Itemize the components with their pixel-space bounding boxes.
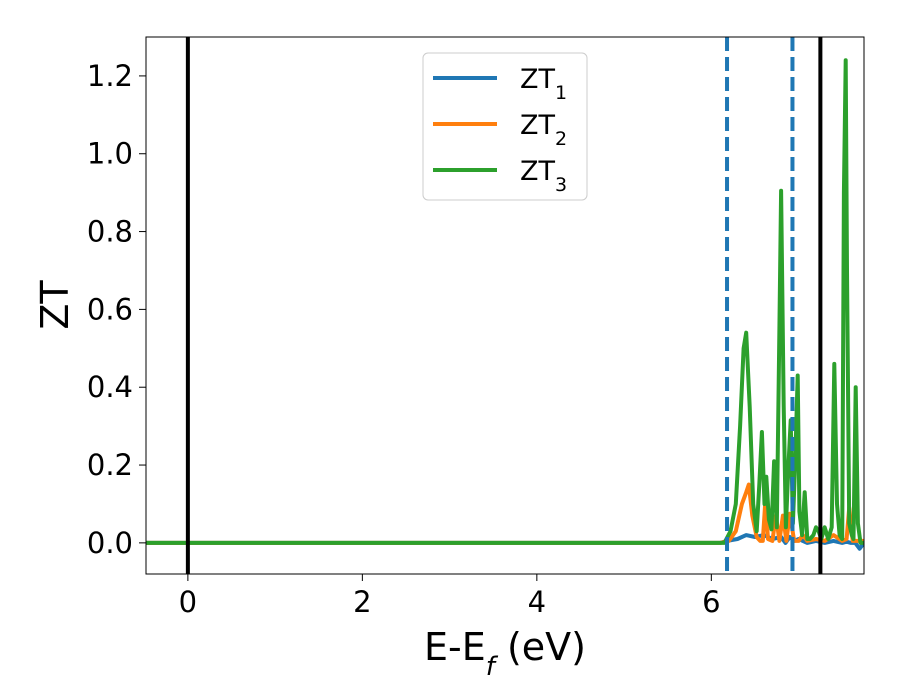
x-axis-label: E-Ef (eV) xyxy=(424,625,586,682)
series-line-zt2 xyxy=(146,482,864,545)
legend-box xyxy=(422,52,588,201)
x-tick-label: 0 xyxy=(179,585,197,619)
x-axis: 0 2 4 6 xyxy=(179,574,721,619)
y-axis: 0.0 0.2 0.4 0.6 0.8 1.0 1.2 xyxy=(87,59,146,560)
y-tick-label: 0.4 xyxy=(87,370,133,404)
x-tick-label: 6 xyxy=(702,585,720,619)
y-tick-label: 0.0 xyxy=(87,526,133,560)
plot-area xyxy=(146,37,864,574)
y-tick-label: 1.0 xyxy=(87,137,133,171)
series-line-zt3 xyxy=(146,58,864,545)
y-axis-label: ZT xyxy=(33,280,77,330)
legend-label-zt3: ZT3 xyxy=(520,156,567,196)
y-tick-label: 0.6 xyxy=(87,292,133,326)
plot-frame xyxy=(145,36,865,575)
y-tick-label: 1.2 xyxy=(87,59,133,93)
y-tick-label: 0.8 xyxy=(87,215,133,249)
legend-label-zt2: ZT2 xyxy=(520,110,567,150)
y-tick-label: 0.2 xyxy=(87,448,133,482)
x-tick-label: 2 xyxy=(353,585,371,619)
x-tick-label: 4 xyxy=(528,585,546,619)
legend-label-zt1: ZT1 xyxy=(520,64,567,104)
legend: ZT1 ZT2 ZT3 xyxy=(422,52,588,201)
